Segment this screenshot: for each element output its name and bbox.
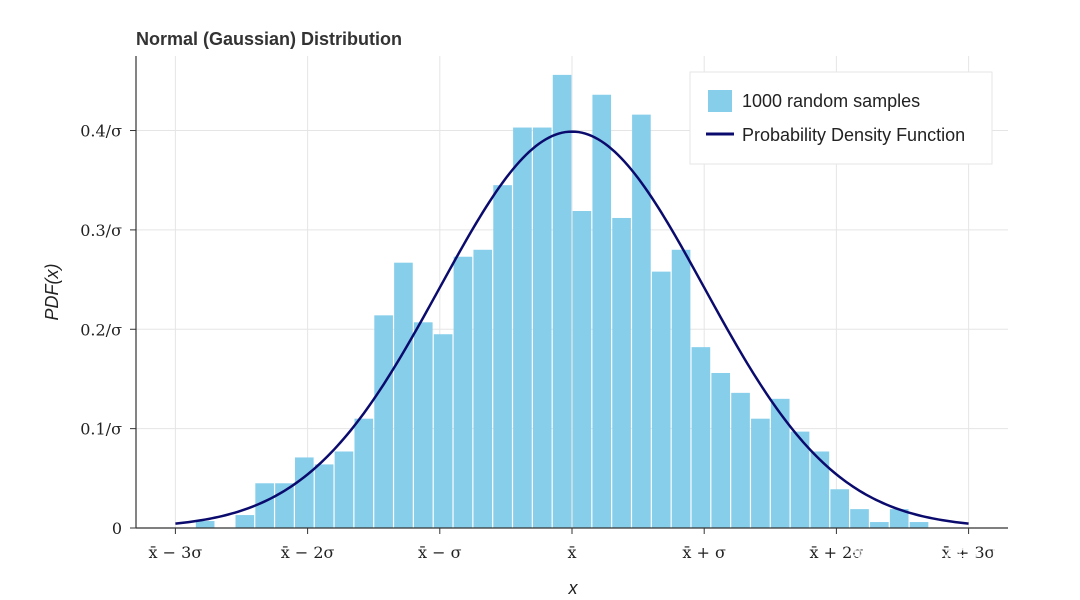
histogram-bar-2 (255, 483, 274, 528)
y-tick-label-4: 0.4/σ (80, 122, 122, 141)
axes (130, 56, 1008, 534)
x-tick-label-5: x̄ + 2σ (810, 543, 864, 562)
y-tick-label-1: 0.1/σ (80, 420, 122, 439)
y-tick-label-0: 0 (112, 519, 122, 538)
x-tick-labels: x̄ − 3σ x̄ − 2σ x̄ − σ x̄ x̄ + σ x̄ + 2σ x̄ + … (149, 543, 996, 562)
x-axis-label: x (568, 578, 579, 598)
histogram-bar-34 (889, 509, 909, 528)
histogram-bar-4 (294, 457, 314, 528)
histogram-bar-24 (691, 347, 711, 528)
legend-label-histogram: 1000 random samples (742, 91, 920, 111)
histogram-bar-5 (314, 464, 334, 528)
histogram-bar-16 (532, 127, 552, 529)
pdf-curve (175, 130, 969, 525)
legend-swatch-histogram (708, 90, 732, 112)
y-tick-labels: 0 0.1/σ 0.2/σ 0.3/σ 0.4/σ (80, 122, 122, 538)
histogram-bar-30 (810, 451, 830, 528)
x-tick-label-1: x̄ − 2σ (281, 543, 335, 562)
y-axis-label: PDF(x) (42, 264, 62, 321)
histogram-bar-12 (453, 256, 473, 528)
y-tick-label-2: 0.2/σ (80, 320, 122, 339)
histogram-bar-18 (572, 211, 592, 528)
x-tick-label-0: x̄ − 3σ (149, 543, 203, 562)
pdf-curve-layer (175, 130, 969, 525)
histogram-bar-19 (592, 94, 612, 528)
histogram-bar-23 (671, 249, 691, 528)
histogram-bar-28 (770, 398, 790, 528)
chart-legend: 1000 random samples Probability Density … (689, 71, 993, 165)
watermark-platform: 知乎 (852, 543, 904, 573)
histogram-bar-29 (790, 431, 810, 528)
watermark-author: @朱卫军 (930, 543, 1034, 573)
x-tick-label-2: x̄ − σ (418, 543, 462, 562)
chart-title: Normal (Gaussian) Distribution (136, 29, 402, 49)
histogram-bar-11 (433, 334, 453, 528)
legend-label-pdf: Probability Density Function (742, 125, 965, 145)
histogram-bar-22 (651, 271, 671, 528)
histogram-bar-8 (374, 315, 393, 528)
y-tick-label-3: 0.3/σ (80, 221, 122, 240)
histogram-bar-20 (612, 217, 631, 528)
histogram-bar-7 (354, 418, 374, 528)
x-tick-label-3: x̄ (567, 543, 576, 562)
x-tick-label-4: x̄ + σ (682, 543, 726, 562)
histogram-bar-21 (632, 114, 651, 528)
histogram-bar-13 (473, 249, 493, 528)
histogram-bar-10 (413, 322, 433, 528)
histogram-bar-9 (394, 262, 413, 528)
histogram-bar-0 (195, 521, 215, 528)
histogram-bar-35 (909, 522, 929, 528)
histogram-bar-14 (493, 185, 512, 528)
watermark: 知乎 @朱卫军 (852, 543, 1034, 573)
histogram-bar-31 (830, 489, 850, 528)
histogram-bar-27 (751, 418, 770, 528)
histogram-bar-1 (235, 515, 255, 528)
histogram-bar-15 (513, 127, 532, 529)
histogram-bar-25 (711, 372, 731, 528)
x-tick-label-6: x̄ + 3σ (942, 543, 996, 562)
histogram-bar-33 (870, 522, 889, 528)
histogram-bar-32 (850, 509, 869, 528)
histogram-bar-6 (334, 451, 354, 528)
histogram-bars (195, 74, 929, 529)
histogram-bar-26 (731, 392, 750, 528)
legend-box (689, 71, 993, 165)
histogram-bar-17 (552, 74, 572, 528)
